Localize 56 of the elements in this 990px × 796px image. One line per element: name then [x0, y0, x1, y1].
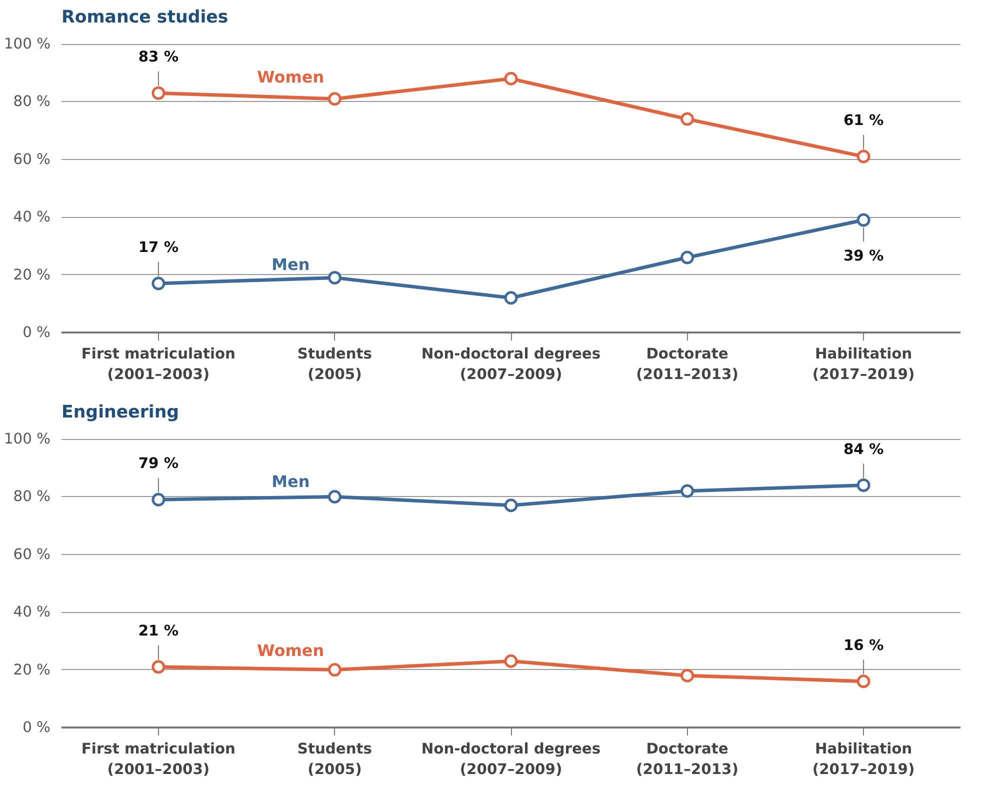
series-label: Men	[272, 255, 310, 274]
y-tick-label: 100 %	[4, 36, 51, 53]
y-tick-label: 20 %	[13, 661, 51, 678]
point	[680, 668, 694, 682]
chart-title: Engineering	[62, 402, 180, 422]
data-label: 16 %	[843, 636, 884, 654]
y-tick-label: 20 %	[13, 266, 51, 284]
point	[328, 490, 342, 504]
y-tick-label: 80 %	[13, 488, 51, 506]
series-label: Women	[257, 68, 324, 87]
point	[328, 92, 342, 106]
x-tick-label: First matriculation (2001–2003)	[81, 346, 236, 383]
point	[504, 498, 518, 512]
x-tick-label: Non-doctoral degrees (2007–2009)	[421, 346, 601, 383]
data-label: 39 %	[843, 247, 884, 264]
point	[504, 654, 518, 668]
y-tick-label: 100 %	[4, 430, 51, 448]
point	[328, 663, 342, 677]
x-tick-label: Habilitation (2017–2019)	[812, 346, 915, 383]
y-tick-label: 60 %	[13, 150, 51, 168]
x-tick-label: Doctorate (2011–2013)	[636, 346, 738, 383]
point	[504, 72, 518, 86]
y-tick-label: 0 %	[22, 719, 51, 736]
x-tick-label: Students (2005)	[297, 740, 372, 778]
point	[504, 291, 518, 305]
series-label: Men	[272, 472, 310, 492]
y-tick-label: 40 %	[13, 208, 51, 226]
point	[680, 484, 694, 498]
y-tick-label: 60 %	[13, 546, 51, 563]
point	[152, 276, 166, 290]
x-tick-label: Non-doctoral degrees (2007–2009)	[421, 740, 601, 778]
point	[680, 250, 694, 264]
data-label: 84 %	[843, 440, 884, 458]
point	[328, 270, 342, 284]
data-label: 17 %	[138, 239, 179, 256]
chart-title: Romance studies	[62, 8, 228, 28]
point	[152, 86, 166, 100]
point	[856, 213, 870, 227]
point	[856, 478, 870, 492]
data-label: 21 %	[138, 622, 179, 640]
data-label: 61 %	[843, 112, 884, 130]
y-tick-label: 0 %	[22, 324, 51, 341]
point	[856, 150, 870, 164]
y-tick-label: 40 %	[13, 604, 51, 621]
point	[152, 492, 166, 506]
data-label: 83 %	[138, 48, 179, 66]
y-tick-label: 80 %	[13, 93, 51, 110]
data-label: 79 %	[138, 455, 179, 472]
x-tick-label: First matriculation (2001–2003)	[81, 740, 236, 778]
point	[152, 660, 166, 674]
x-tick-label: Habilitation (2017–2019)	[812, 740, 915, 778]
series-label: Women	[257, 640, 324, 660]
point	[680, 112, 694, 126]
x-tick-label: Students (2005)	[297, 346, 372, 383]
x-tick-label: Doctorate (2011–2013)	[636, 740, 738, 778]
point	[856, 674, 870, 688]
